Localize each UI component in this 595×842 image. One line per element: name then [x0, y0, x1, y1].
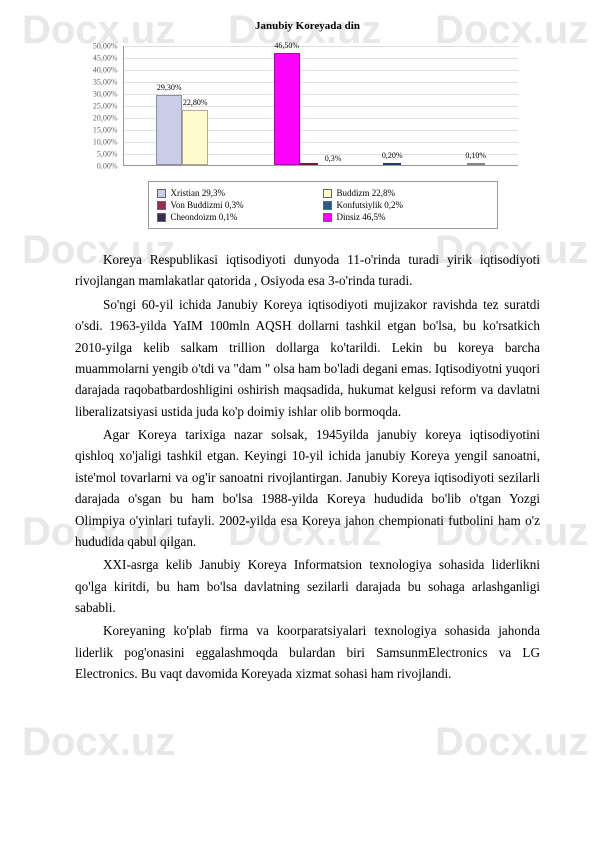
bar-label: 0,3% — [325, 154, 342, 163]
y-axis-label: 40,00% — [93, 66, 118, 75]
plot-area: 29,30%22,80%46,50%0,3%0,20%0,10% — [123, 46, 518, 166]
y-axis-label: 45,00% — [93, 54, 118, 63]
bar-konfutsiylik: 0,20% — [383, 163, 401, 165]
y-axis-label: 20,00% — [93, 114, 118, 123]
chart-title: Janubiy Koreyada din — [88, 20, 528, 32]
y-axis-label: 15,00% — [93, 126, 118, 135]
chart-legend: Xristian 29,3% Buddizm 22,8% Von Buddizmi … — [148, 181, 498, 229]
legend-item: Cheondoizm 0,1% — [157, 211, 323, 223]
paragraph: Koreya Respublikasi iqtisodiyoti dunyoda… — [75, 249, 540, 292]
y-axis-label: 10,00% — [93, 138, 118, 147]
legend-label: Cheondoizm 0,1% — [171, 212, 238, 222]
legend-swatch — [157, 213, 166, 222]
legend-label: Buddizm 22,8% — [337, 188, 396, 198]
bar-label: 46,50% — [274, 41, 299, 50]
legend-item: Dinsiz 46,5% — [323, 211, 489, 223]
document-body: Koreya Respublikasi iqtisodiyoti dunyoda… — [75, 249, 540, 685]
bar-label: 0,10% — [465, 151, 486, 160]
bar-label: 29,30% — [157, 83, 182, 92]
y-axis-label: 25,00% — [93, 102, 118, 111]
bar-label: 0,20% — [382, 151, 403, 160]
y-axis-label: 30,00% — [93, 90, 118, 99]
y-axis-label: 50,00% — [93, 42, 118, 51]
legend-item: Von Buddizmi 0,3% — [157, 199, 323, 211]
bar-group: 29,30%22,80% — [156, 95, 208, 165]
watermark: Docx.uz — [22, 720, 175, 765]
legend-swatch — [157, 201, 166, 210]
y-axis: 50,00%45,00%40,00%35,00%30,00%25,00%20,0… — [88, 46, 120, 166]
bar-buddizm: 22,80% — [182, 110, 208, 165]
page-content: Janubiy Koreyada din 50,00%45,00%40,00%3… — [0, 0, 595, 707]
legend-label: Konfutsiylik 0,2% — [337, 200, 404, 210]
legend-label: Dinsiz 46,5% — [337, 212, 386, 222]
chart-plot-area: 50,00%45,00%40,00%35,00%30,00%25,00%20,0… — [123, 46, 518, 181]
legend-item: Buddizm 22,8% — [323, 187, 489, 199]
bar-label: 22,80% — [183, 98, 208, 107]
bar-extra: 0,10% — [467, 163, 485, 165]
bar-chart: Janubiy Koreyada din 50,00%45,00%40,00%3… — [88, 20, 528, 229]
bar-dinsiz: 46,50% — [274, 53, 300, 165]
bar-group: 0,20% — [383, 163, 401, 165]
bar-von buddizm: 0,3% — [300, 163, 318, 165]
legend-item: Xristian 29,3% — [157, 187, 323, 199]
bar-group: 0,10% — [467, 163, 485, 165]
legend-label: Xristian 29,3% — [171, 188, 226, 198]
bar-container: 29,30%22,80%46,50%0,3%0,20%0,10% — [124, 45, 518, 165]
watermark: Docx.uz — [435, 720, 588, 765]
legend-swatch — [323, 189, 332, 198]
paragraph: So'ngi 60-yil ichida Janubiy Koreya iqti… — [75, 294, 540, 422]
paragraph: XXI-asrga kelib Janubiy Koreya Informats… — [75, 554, 540, 618]
legend-label: Von Buddizmi 0,3% — [171, 200, 244, 210]
bar-xristian: 29,30% — [156, 95, 182, 165]
y-axis-label: 35,00% — [93, 78, 118, 87]
y-axis-label: 5,00% — [97, 150, 118, 159]
bar-group: 46,50%0,3% — [274, 53, 318, 165]
paragraph: Koreyaning ko'plab firma va koorparatsiy… — [75, 620, 540, 684]
legend-swatch — [323, 213, 332, 222]
legend-swatch — [323, 201, 332, 210]
y-axis-label: 0,00% — [97, 162, 118, 171]
legend-item: Konfutsiylik 0,2% — [323, 199, 489, 211]
legend-swatch — [157, 189, 166, 198]
paragraph: Agar Koreya tarixiga nazar solsak, 1945y… — [75, 424, 540, 552]
